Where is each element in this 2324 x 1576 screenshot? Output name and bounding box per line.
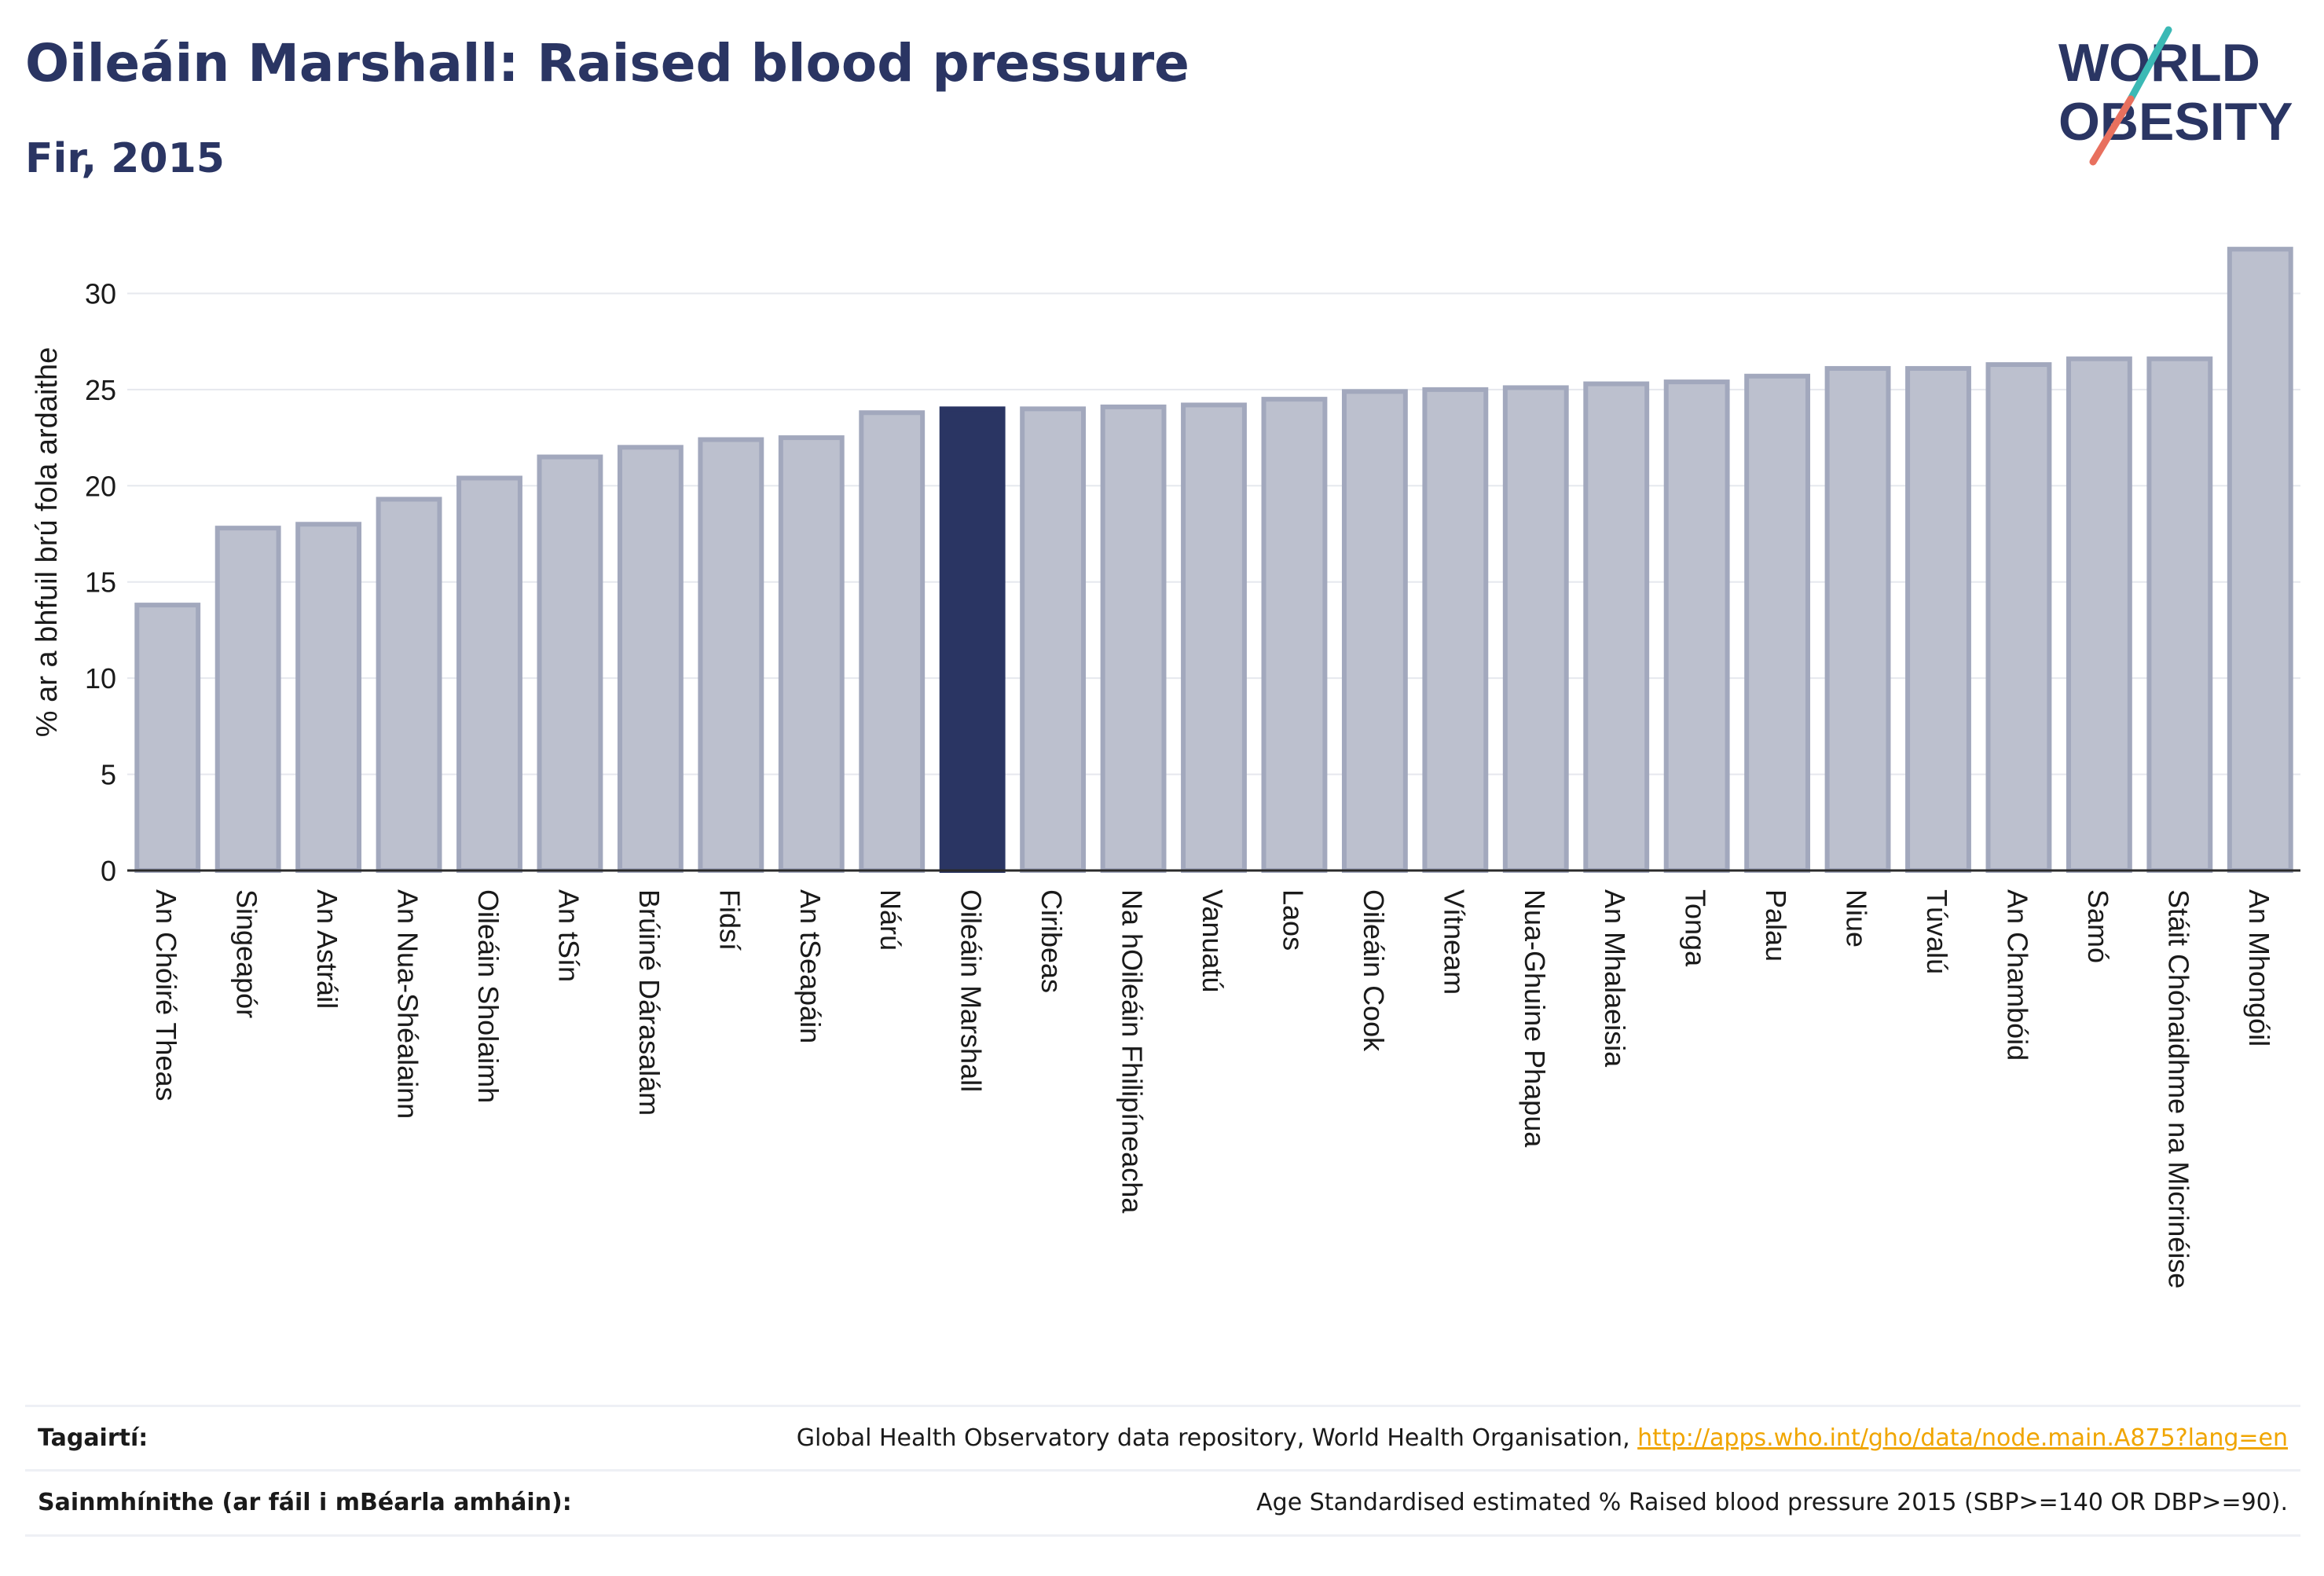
x-tick-label: Fidsí (713, 889, 746, 951)
x-tick-label: Tonga (1680, 889, 1712, 967)
bar-ciribeas (1020, 406, 1087, 873)
x-tick-label: Na hOileáin Fhilipíneacha (1116, 889, 1149, 1214)
bar-oile-in-cook (1341, 389, 1408, 873)
x-tick-label: Oileáin Sholaimh (472, 889, 504, 1103)
bar-oile-in-sholaimh (456, 475, 522, 873)
x-tick-label: Laos (1277, 889, 1309, 951)
bar-an-mhong-il (2227, 247, 2293, 873)
logo-slash-teal (2127, 26, 2172, 103)
logo-slash-coral (2089, 95, 2135, 166)
definitions-label: Sainmhínithe (ar fáil i mBéarla amháin): (38, 1489, 572, 1516)
x-tick-label: Samó (2082, 889, 2114, 963)
bar-n-r- (859, 410, 926, 873)
bar-tonga (1663, 379, 1730, 873)
y-tick-label: 0 (101, 855, 116, 887)
bar-st-it-ch-naidhme-na-micrin-ise (2146, 356, 2213, 874)
y-tick-label: 20 (85, 470, 116, 502)
x-tick-label: Oileáin Marshall (955, 889, 988, 1092)
references-value: Global Health Observatory data repositor… (797, 1424, 2288, 1452)
y-tick-labels: 0 5 10 15 20 25 30 (85, 277, 116, 887)
bar-palau (1744, 373, 1811, 873)
x-tick-label: Ciribeas (1036, 889, 1068, 993)
bar-an-mhalaeisia (1583, 381, 1650, 873)
bar-fids- (698, 437, 764, 873)
bar-an-tseap-in (778, 435, 845, 873)
references-text: Global Health Observatory data repositor… (796, 1424, 1638, 1452)
bar-an-astr-il (295, 522, 362, 873)
x-tick-label: Nua-Ghuine Phapua (1519, 889, 1551, 1148)
chart-subtitle: Fir, 2015 (25, 135, 225, 182)
x-tick-label: Vanuatú (1197, 889, 1229, 992)
bar-br-in-d-rasal-m (617, 445, 684, 873)
definitions-row: Sainmhínithe (ar fáil i mBéarla amháin):… (25, 1469, 2300, 1537)
bar-na-hoile-in-fhilip-neacha (1100, 404, 1167, 873)
y-tick-label: 10 (85, 662, 116, 695)
bar-nua-ghuine-phapua (1502, 385, 1569, 873)
bar-sam- (2066, 356, 2132, 874)
bar-laos (1261, 397, 1328, 873)
bar-an-chamb-id (1985, 362, 2052, 874)
x-tick-label: Singeapór (231, 889, 263, 1018)
x-tick-label: An tSeapáin (794, 889, 827, 1043)
y-tick-label: 5 (101, 759, 116, 791)
references-row: Tagairtí: Global Health Observatory data… (25, 1405, 2300, 1470)
references-label: Tagairtí: (38, 1424, 148, 1452)
x-tick-label: An Chambóid (2001, 889, 2033, 1061)
bar-singeap-r (214, 526, 281, 873)
x-tick-label: An Mhongóil (2243, 889, 2275, 1046)
bar-niue (1824, 365, 1891, 874)
x-tick-label: Niue (1841, 889, 1873, 947)
logo-word-obesity: OBESITY (2058, 92, 2293, 152)
x-tick-label: An Nua-Shéalainn (392, 889, 424, 1119)
bar-t-val- (1905, 365, 1971, 874)
x-tick-label: Brúiné Dárasalám (633, 889, 665, 1116)
x-tick-labels: An Chóiré Theas Singeapór An Astráil An Nua… (150, 889, 2275, 1288)
x-tick-label: Túvalú (1921, 889, 1953, 974)
x-tick-label: An Mhalaeisia (1599, 889, 1631, 1068)
bar-vanuat- (1181, 402, 1247, 873)
world-obesity-logo: WORLD OBESITY (2058, 26, 2293, 166)
x-tick-label: An Astráil (311, 889, 343, 1009)
y-tick-label: 25 (85, 374, 116, 406)
definitions-text: Age Standardised estimated % Raised bloo… (1256, 1489, 2288, 1516)
y-tick-label: 30 (85, 277, 116, 310)
bar-an-ts-n (537, 454, 603, 873)
y-axis-label: % ar a bhfuil brú fola ardaithe (31, 347, 64, 737)
y-tick-label: 15 (85, 566, 116, 599)
x-tick-label: Stáit Chónaidhme na Micrinéise (2162, 889, 2194, 1288)
x-tick-label: An tSín (552, 889, 585, 982)
bars (134, 247, 2293, 874)
bar-v-tneam (1422, 387, 1489, 873)
x-tick-label: Palau (1760, 889, 1792, 962)
bar-oile-in-marshall (939, 406, 1006, 873)
x-tick-label: An Chóiré Theas (150, 889, 182, 1101)
chart-title: Oileáin Marshall: Raised blood pressure (25, 33, 1189, 93)
x-tick-label: Vítneam (1438, 889, 1470, 995)
who-data-link[interactable]: http://apps.who.int/gho/data/node.main.A… (1637, 1424, 2288, 1452)
x-tick-label: Nárú (874, 889, 907, 951)
x-tick-label: Oileáin Cook (1358, 889, 1390, 1052)
bar-an-ch-ir-theas (134, 603, 201, 873)
bar-an-nua-sh-alainn (376, 497, 442, 874)
